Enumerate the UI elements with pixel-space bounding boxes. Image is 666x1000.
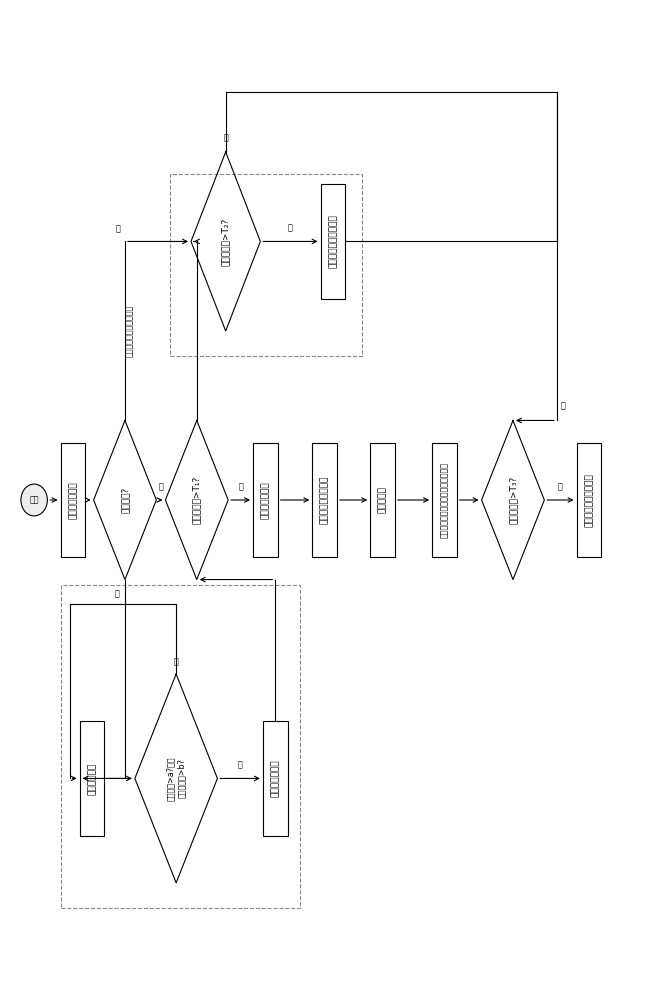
Text: 驱动操作?: 驱动操作? xyxy=(121,487,129,513)
Text: 电动机温度>T₂?: 电动机温度>T₂? xyxy=(221,217,230,266)
Text: 是: 是 xyxy=(288,223,293,232)
Text: 否: 否 xyxy=(174,657,178,666)
Text: 是: 是 xyxy=(558,482,563,491)
Bar xyxy=(61,443,85,557)
Text: 校正电动机温度: 校正电动机温度 xyxy=(270,760,280,797)
Bar xyxy=(312,443,337,557)
Text: 否: 否 xyxy=(223,133,228,142)
Text: 开始: 开始 xyxy=(29,495,39,504)
Circle shape xyxy=(21,484,47,516)
Text: 限制电动机的充电转矩: 限制电动机的充电转矩 xyxy=(328,215,338,268)
Text: 是: 是 xyxy=(238,482,243,491)
Text: 运行发动机: 运行发动机 xyxy=(378,487,387,513)
Bar xyxy=(432,443,457,557)
Bar xyxy=(320,184,346,299)
Text: 外界温度>a?或者
变速器油温>b?: 外界温度>a?或者 变速器油温>b? xyxy=(166,756,186,801)
Text: 产生发动机转矩命令: 产生发动机转矩命令 xyxy=(320,476,329,524)
Text: 电动机温度>T₁?: 电动机温度>T₁? xyxy=(192,476,201,524)
Bar xyxy=(61,585,300,908)
Bar xyxy=(170,174,362,356)
Text: 接合发动机离合器及应用发动机转矩: 接合发动机离合器及应用发动机转矩 xyxy=(440,462,449,538)
Text: 否: 否 xyxy=(561,401,565,410)
Text: 限制电动机的驱动转矩: 限制电动机的驱动转矩 xyxy=(585,473,593,527)
Bar xyxy=(263,721,288,836)
Text: 是: 是 xyxy=(238,760,242,769)
Bar xyxy=(253,443,278,557)
Bar xyxy=(370,443,395,557)
Text: 是: 是 xyxy=(159,482,163,491)
Text: 监测电动机温度: 监测电动机温度 xyxy=(69,481,77,519)
Text: 电动机温度>T₃?: 电动机温度>T₃? xyxy=(508,476,517,524)
Text: 否（在充电过程中行驶）: 否（在充电过程中行驶） xyxy=(125,305,135,357)
Text: 否: 否 xyxy=(116,224,121,233)
Text: 否: 否 xyxy=(115,589,119,598)
Text: 监测驱动条件: 监测驱动条件 xyxy=(87,762,97,795)
Text: 请求发动机运行: 请求发动机运行 xyxy=(261,481,270,519)
Bar xyxy=(577,443,601,557)
Bar xyxy=(79,721,105,836)
